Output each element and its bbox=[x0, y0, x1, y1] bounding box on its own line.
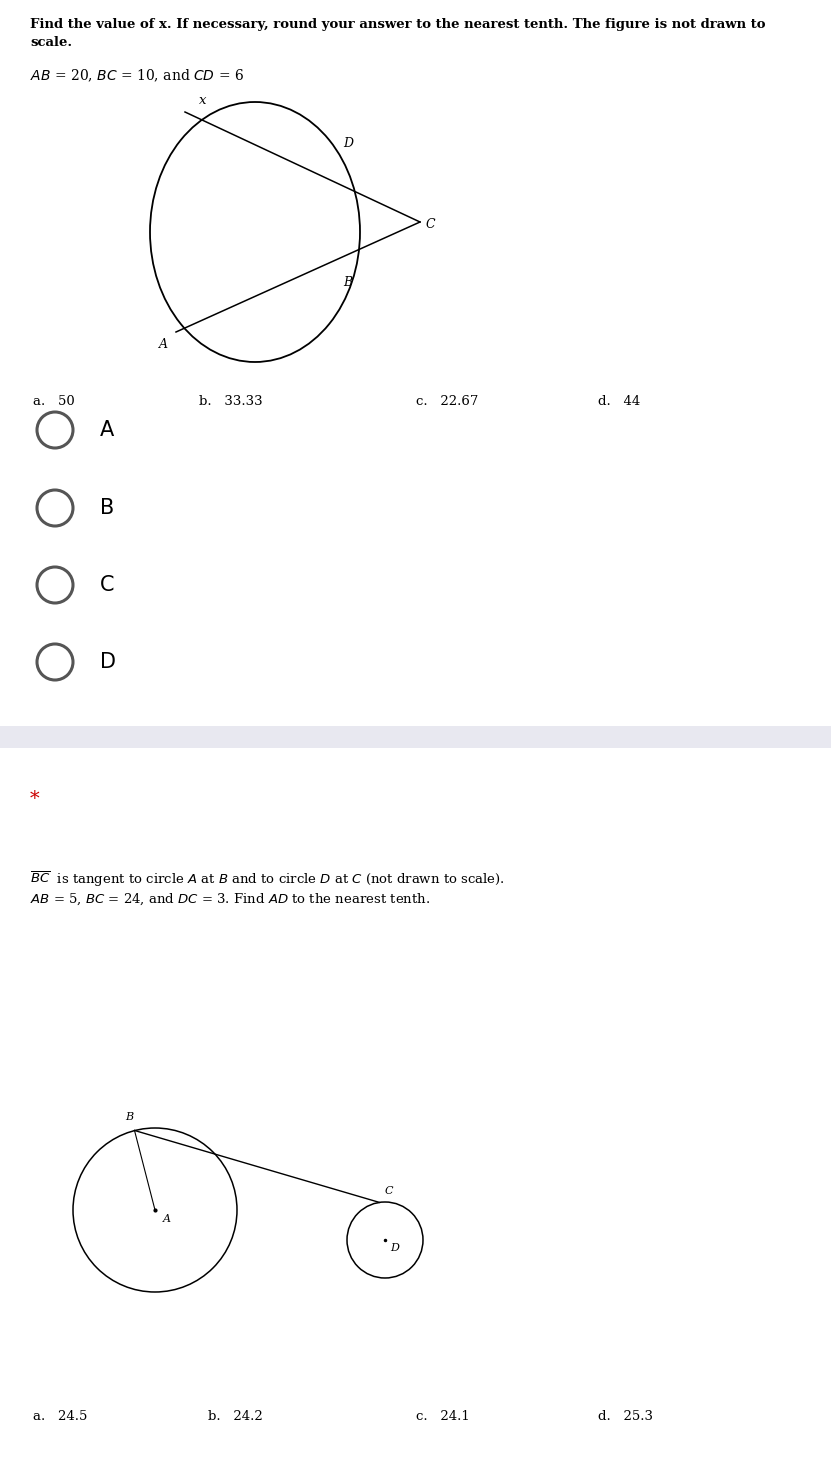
Text: d.   25.3: d. 25.3 bbox=[598, 1410, 653, 1423]
Text: B: B bbox=[125, 1113, 134, 1122]
Text: b.   33.33: b. 33.33 bbox=[199, 395, 263, 408]
Text: D: D bbox=[100, 651, 116, 672]
Text: *: * bbox=[30, 790, 40, 809]
Text: A: A bbox=[159, 338, 168, 351]
Text: c.   22.67: c. 22.67 bbox=[416, 395, 478, 408]
Text: D: D bbox=[390, 1243, 399, 1253]
Text: A: A bbox=[163, 1214, 171, 1224]
Text: a.   24.5: a. 24.5 bbox=[33, 1410, 87, 1423]
Text: a.   50: a. 50 bbox=[33, 395, 75, 408]
Text: x: x bbox=[199, 95, 206, 106]
Text: $\overline{BC}$  is tangent to circle $A$ at $B$ and to circle $D$ at $C$ (not d: $\overline{BC}$ is tangent to circle $A$… bbox=[30, 870, 505, 889]
Text: C: C bbox=[426, 217, 435, 230]
Bar bbox=[0, 726, 831, 747]
Text: A: A bbox=[100, 420, 114, 440]
Text: B: B bbox=[343, 275, 352, 288]
Text: d.   44: d. 44 bbox=[598, 395, 641, 408]
Text: $AB$ = 20, $BC$ = 10, and $CD$ = 6: $AB$ = 20, $BC$ = 10, and $CD$ = 6 bbox=[30, 68, 244, 85]
Text: c.   24.1: c. 24.1 bbox=[416, 1410, 470, 1423]
Text: C: C bbox=[100, 576, 115, 594]
Text: scale.: scale. bbox=[30, 36, 72, 50]
Text: Find the value of x. If necessary, round your answer to the nearest tenth. The f: Find the value of x. If necessary, round… bbox=[30, 17, 765, 31]
Text: C: C bbox=[384, 1186, 393, 1196]
Text: $AB$ = 5, $BC$ = 24, and $DC$ = 3. Find $AD$ to the nearest tenth.: $AB$ = 5, $BC$ = 24, and $DC$ = 3. Find … bbox=[30, 892, 430, 908]
Text: D: D bbox=[343, 137, 353, 150]
Text: b.   24.2: b. 24.2 bbox=[208, 1410, 263, 1423]
Text: B: B bbox=[100, 498, 114, 519]
